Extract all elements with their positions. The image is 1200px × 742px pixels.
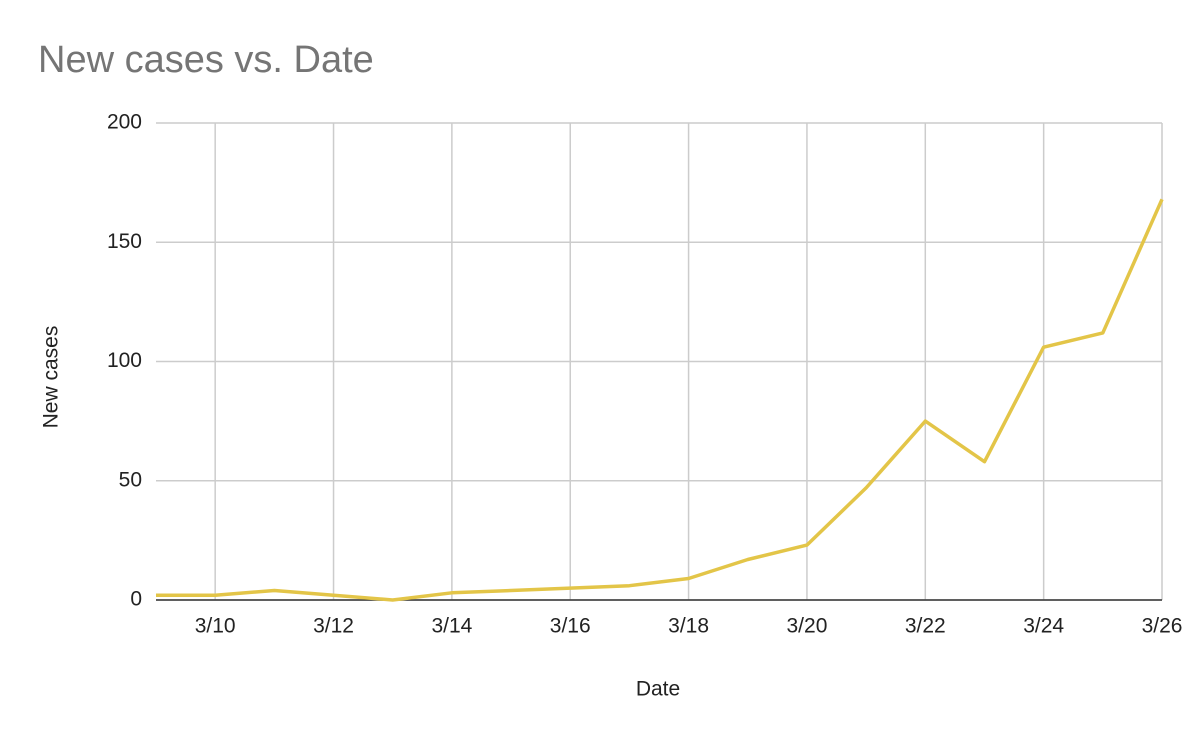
x-tick-label: 3/26 (1142, 615, 1183, 638)
y-tick-label: 0 (130, 588, 142, 611)
x-tick-label: 3/16 (550, 615, 591, 638)
y-tick-label: 150 (107, 230, 142, 253)
x-tick-label: 3/10 (195, 615, 236, 638)
x-axis-label: Date (636, 678, 680, 701)
x-tick-label: 3/14 (431, 615, 472, 638)
x-tick-label: 3/22 (905, 615, 946, 638)
y-tick-label: 50 (119, 468, 142, 491)
x-tick-label: 3/18 (668, 615, 709, 638)
data-line (156, 198, 1164, 602)
y-tick-label: 200 (107, 111, 142, 134)
y-tick-label: 100 (107, 349, 142, 372)
y-axis-label: New cases (40, 326, 63, 429)
x-tick-label: 3/24 (1023, 615, 1064, 638)
chart-title: New cases vs. Date (38, 39, 374, 81)
x-tick-label: 3/12 (313, 615, 354, 638)
x-tick-label: 3/20 (787, 615, 828, 638)
